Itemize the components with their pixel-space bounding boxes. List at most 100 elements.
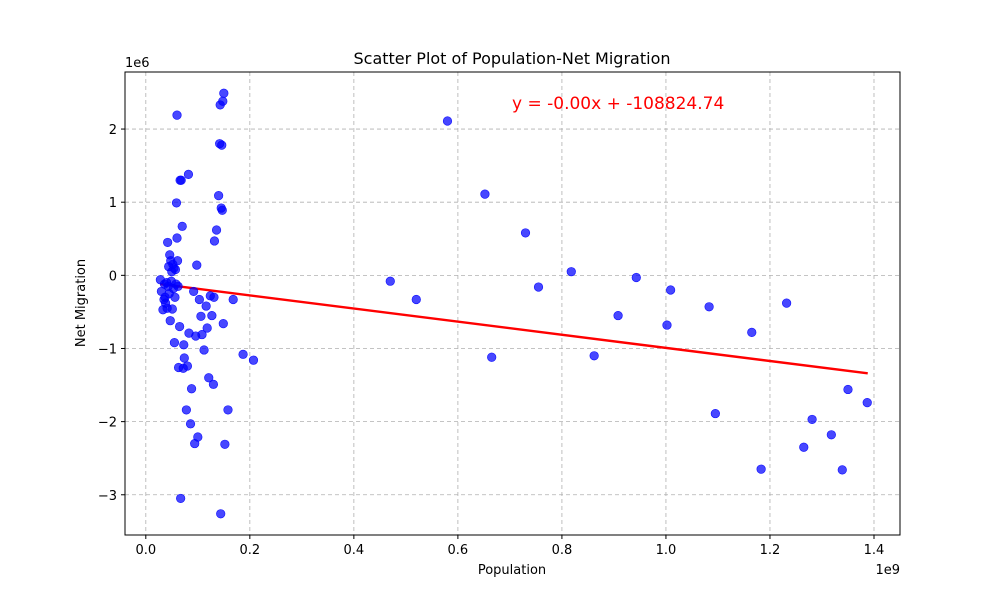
data-point	[201, 301, 211, 311]
y-axis-scale-label: 1e6	[125, 56, 150, 71]
data-point	[197, 329, 207, 340]
data-point	[480, 189, 490, 199]
data-point	[186, 384, 197, 394]
trendline	[160, 282, 868, 375]
data-point	[169, 338, 180, 348]
data-point	[182, 361, 193, 371]
data-point	[170, 264, 181, 275]
data-point	[566, 267, 576, 277]
data-point	[181, 405, 191, 415]
data-point	[170, 292, 180, 302]
y-tick-label: −3	[98, 489, 117, 504]
x-axis-label: Population	[478, 563, 546, 578]
data-point	[216, 509, 226, 519]
data-point	[179, 353, 189, 363]
data-point	[172, 110, 182, 120]
y-tick-label: 2	[109, 123, 117, 138]
data-point	[202, 323, 212, 333]
y-tick-label: −2	[98, 416, 117, 431]
chart-title: Scatter Plot of Population-Net Migration	[353, 49, 670, 68]
data-point	[807, 414, 817, 425]
x-tick-label: 1.4	[864, 543, 885, 558]
data-point	[704, 302, 714, 312]
data-point	[172, 256, 183, 266]
data-point	[179, 340, 189, 350]
data-point	[442, 116, 453, 126]
data-point	[217, 140, 227, 150]
data-point	[193, 432, 203, 442]
data-point	[185, 419, 196, 429]
trendline-layer	[160, 282, 868, 375]
x-tick-label: 0.0	[135, 543, 156, 558]
trendline-equation: y = -0.00x + -108824.74	[512, 94, 724, 114]
data-point	[219, 88, 229, 98]
data-point	[862, 398, 872, 408]
data-point	[520, 228, 531, 238]
data-point	[799, 442, 809, 452]
x-tick-label: 1.0	[656, 543, 677, 558]
data-point	[666, 285, 676, 295]
data-point	[385, 276, 395, 286]
data-point	[167, 304, 177, 314]
data-point	[208, 379, 219, 389]
data-point	[238, 349, 248, 359]
data-point	[176, 493, 186, 504]
data-point	[176, 175, 186, 185]
data-point	[199, 345, 209, 355]
data-point	[248, 355, 259, 365]
data-point	[172, 233, 182, 243]
data-point	[411, 294, 421, 305]
data-point	[163, 237, 173, 248]
x-tick-label: 0.8	[552, 543, 573, 558]
data-point	[487, 352, 497, 362]
grid-lines	[125, 72, 900, 535]
data-point	[196, 311, 206, 321]
data-point	[218, 319, 228, 329]
y-tick-label: 1	[109, 196, 117, 211]
data-point	[192, 260, 202, 270]
data-point	[209, 236, 220, 246]
data-point	[589, 351, 599, 361]
data-point	[183, 169, 194, 180]
x-axis-scale-label: 1e9	[875, 563, 900, 578]
plot-frame	[124, 71, 901, 536]
data-point	[826, 430, 836, 440]
data-point	[214, 191, 224, 201]
x-axis-ticks: 0.0 0.2 0.4 0.6 0.8 1.0 1.2 1.4	[135, 535, 884, 558]
data-point	[631, 272, 641, 283]
data-point	[173, 281, 183, 291]
data-point	[662, 320, 672, 330]
data-point	[211, 225, 222, 235]
x-tick-label: 0.4	[344, 543, 365, 558]
data-point	[747, 327, 757, 337]
data-point	[175, 321, 185, 332]
data-point	[756, 464, 766, 474]
data-point	[843, 384, 853, 395]
data-point	[204, 373, 214, 383]
data-point	[189, 286, 199, 297]
data-point	[177, 221, 187, 231]
y-axis-ticks: −3 −2 −1 0 1 2	[98, 123, 125, 504]
data-point	[228, 294, 238, 305]
data-point	[710, 408, 720, 419]
data-point	[223, 405, 233, 415]
data-point	[171, 198, 182, 208]
data-point	[165, 316, 175, 326]
data-points	[155, 88, 872, 519]
x-tick-label: 1.2	[760, 543, 781, 558]
data-point	[837, 465, 847, 475]
data-point	[194, 294, 204, 305]
data-point	[218, 96, 228, 106]
data-point	[533, 282, 544, 292]
x-tick-label: 0.6	[448, 543, 469, 558]
x-tick-label: 0.2	[239, 543, 260, 558]
data-point	[217, 205, 227, 215]
y-axis-label: Net Migration	[74, 259, 89, 347]
data-point	[613, 310, 623, 321]
data-point	[782, 298, 792, 308]
data-point	[209, 292, 219, 302]
y-tick-label: 0	[109, 269, 117, 284]
data-point	[207, 310, 217, 321]
data-point	[220, 439, 230, 449]
